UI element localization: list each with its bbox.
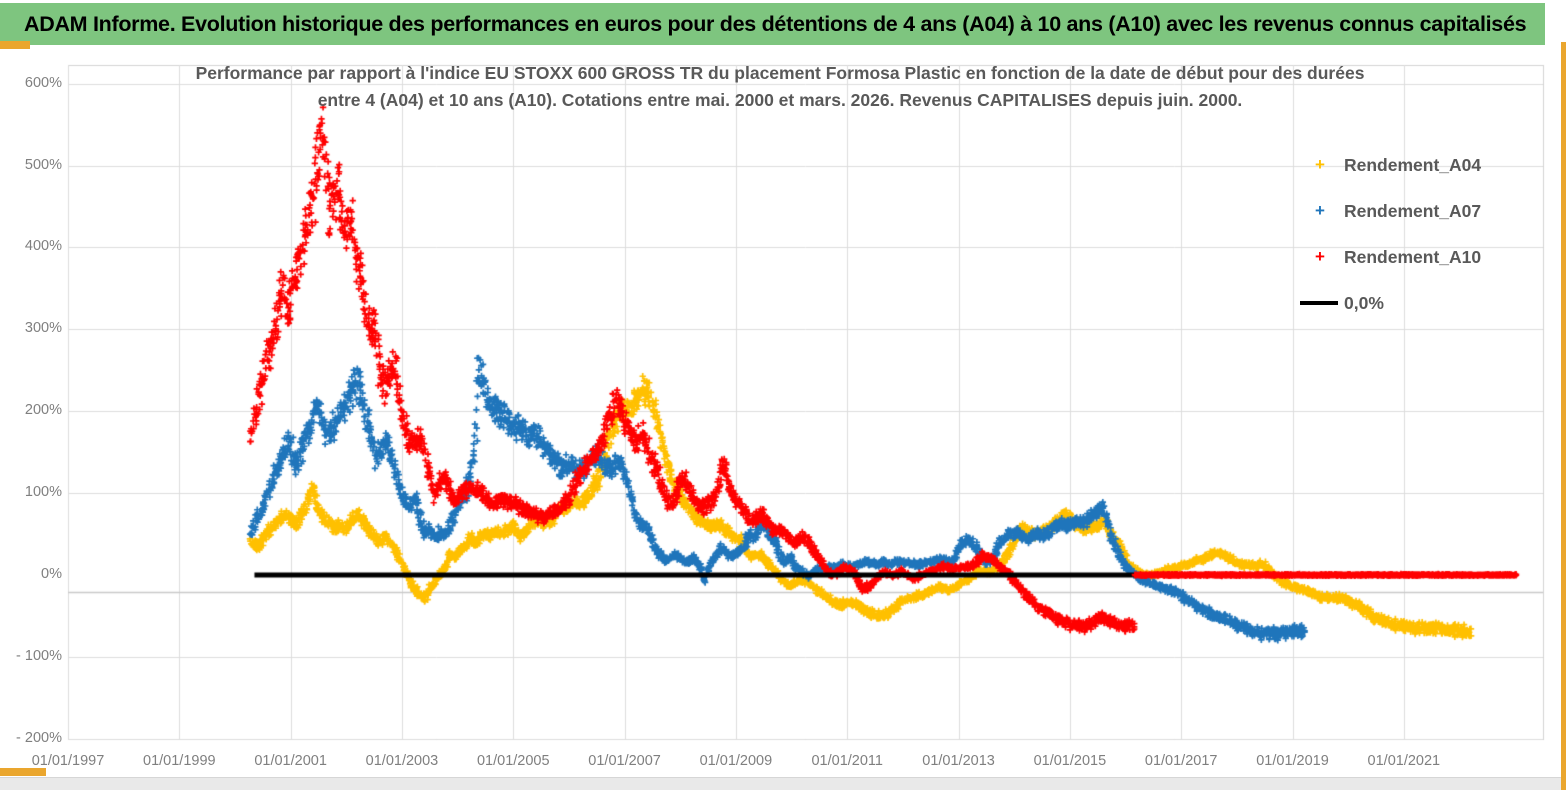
y-tick-label: 400%	[24, 238, 62, 255]
legend-label: 0,0%	[1344, 292, 1384, 313]
y-tick-label: 0%	[41, 566, 62, 582]
plus-marker-icon: +	[1315, 201, 1325, 220]
page-title: ADAM Informe. Evolution historique des p…	[24, 11, 1527, 36]
y-tick-label: 100%	[24, 484, 62, 501]
legend-label: Rendement_A07	[1344, 200, 1482, 221]
x-tick-label: 01/01/1999	[143, 753, 216, 769]
y-tick-label: 300%	[24, 320, 62, 337]
x-tick-label: 01/01/2007	[588, 753, 661, 769]
legend-label: Rendement_A04	[1344, 154, 1482, 175]
chart-title-line2: entre 4 (A04) et 10 ans (A10). Cotations…	[317, 90, 1243, 110]
gold-accent-right	[1561, 42, 1566, 790]
x-tick-label: 01/01/2021	[1367, 753, 1441, 769]
x-tick-label: 01/01/2001	[254, 753, 327, 769]
header-bar: ADAM Informe. Evolution historique des p…	[0, 3, 1545, 45]
x-tick-label: 01/01/2005	[476, 753, 550, 769]
x-tick-label: 01/01/2009	[699, 753, 773, 769]
y-tick-label: - 200%	[16, 729, 62, 746]
legend-item-a04: + Rendement_A04	[1300, 142, 1520, 188]
x-tick-label: 01/01/1997	[31, 753, 105, 769]
x-tick-label: 01/01/2017	[1144, 753, 1218, 769]
zero-line-marker-icon	[1300, 301, 1338, 305]
chart-legend: + Rendement_A04 + Rendement_A07 + Rendem…	[1300, 142, 1520, 326]
gold-accent-top-left	[0, 41, 30, 49]
x-tick-label: 01/01/2013	[922, 753, 995, 769]
chart-title: Performance par rapport à l'indice EU ST…	[185, 60, 1375, 114]
plus-marker-icon: +	[1315, 155, 1325, 174]
sheet-bottom-strip	[0, 777, 1561, 790]
y-tick-label: 200%	[24, 402, 62, 419]
gold-accent-bottom-left	[0, 768, 46, 776]
legend-item-a10: + Rendement_A10	[1300, 234, 1520, 280]
legend-item-zero: 0,0%	[1300, 280, 1520, 326]
y-tick-label: 500%	[24, 156, 62, 173]
legend-label: Rendement_A10	[1344, 246, 1482, 267]
legend-item-a07: + Rendement_A07	[1300, 188, 1520, 234]
y-tick-label: - 100%	[16, 647, 62, 664]
x-tick-label: 01/01/2015	[1033, 753, 1107, 769]
chart-title-line1: Performance par rapport à l'indice EU ST…	[195, 63, 1365, 83]
y-tick-label: 600%	[24, 74, 62, 91]
x-tick-label: 01/01/2003	[365, 753, 439, 769]
x-tick-label: 01/01/2011	[811, 753, 883, 769]
plus-marker-icon: +	[1315, 247, 1325, 266]
x-tick-label: 01/01/2019	[1256, 753, 1329, 769]
